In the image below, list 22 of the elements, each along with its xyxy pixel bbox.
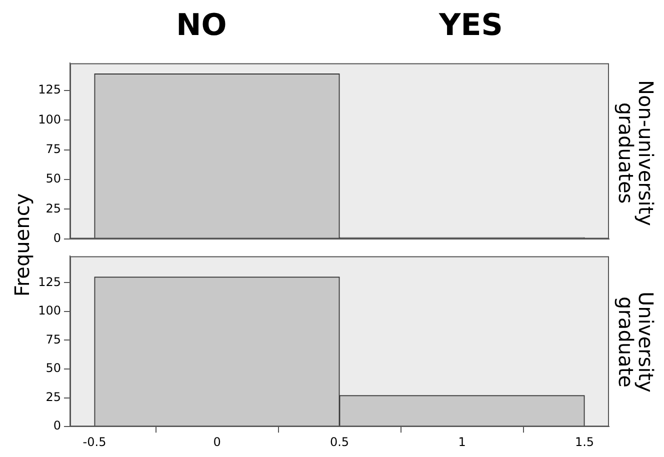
x-tick-label: 1.5 (574, 434, 594, 449)
y-tick-label: 0 (53, 418, 61, 433)
text: NO (176, 8, 227, 43)
text: University graduate (614, 290, 658, 394)
y-tick-label: 75 (46, 142, 61, 156)
y-tick-label: 25 (46, 201, 61, 216)
y-tick-label: 125 (38, 82, 61, 97)
x-tick-label: -0.5 (82, 434, 106, 449)
x-tick-label: 0 (213, 434, 221, 449)
text: YES (439, 8, 503, 43)
y-tick-label: 125 (38, 274, 61, 289)
text: Non-university graduates (614, 78, 658, 228)
y-tick-label: 50 (46, 361, 61, 376)
y-tick-label: 50 (46, 172, 61, 186)
y-tick-label: 25 (46, 390, 61, 404)
y-tick-label: 100 (38, 112, 61, 126)
y-tick-label: 0 (53, 230, 61, 245)
x-tick-label: 0.5 (330, 434, 350, 449)
x-tick-label: 1 (458, 434, 466, 449)
y-tick-label: 100 (38, 304, 61, 318)
y-axis-title: Frequency (10, 193, 34, 297)
y-tick-label: 75 (46, 332, 61, 346)
